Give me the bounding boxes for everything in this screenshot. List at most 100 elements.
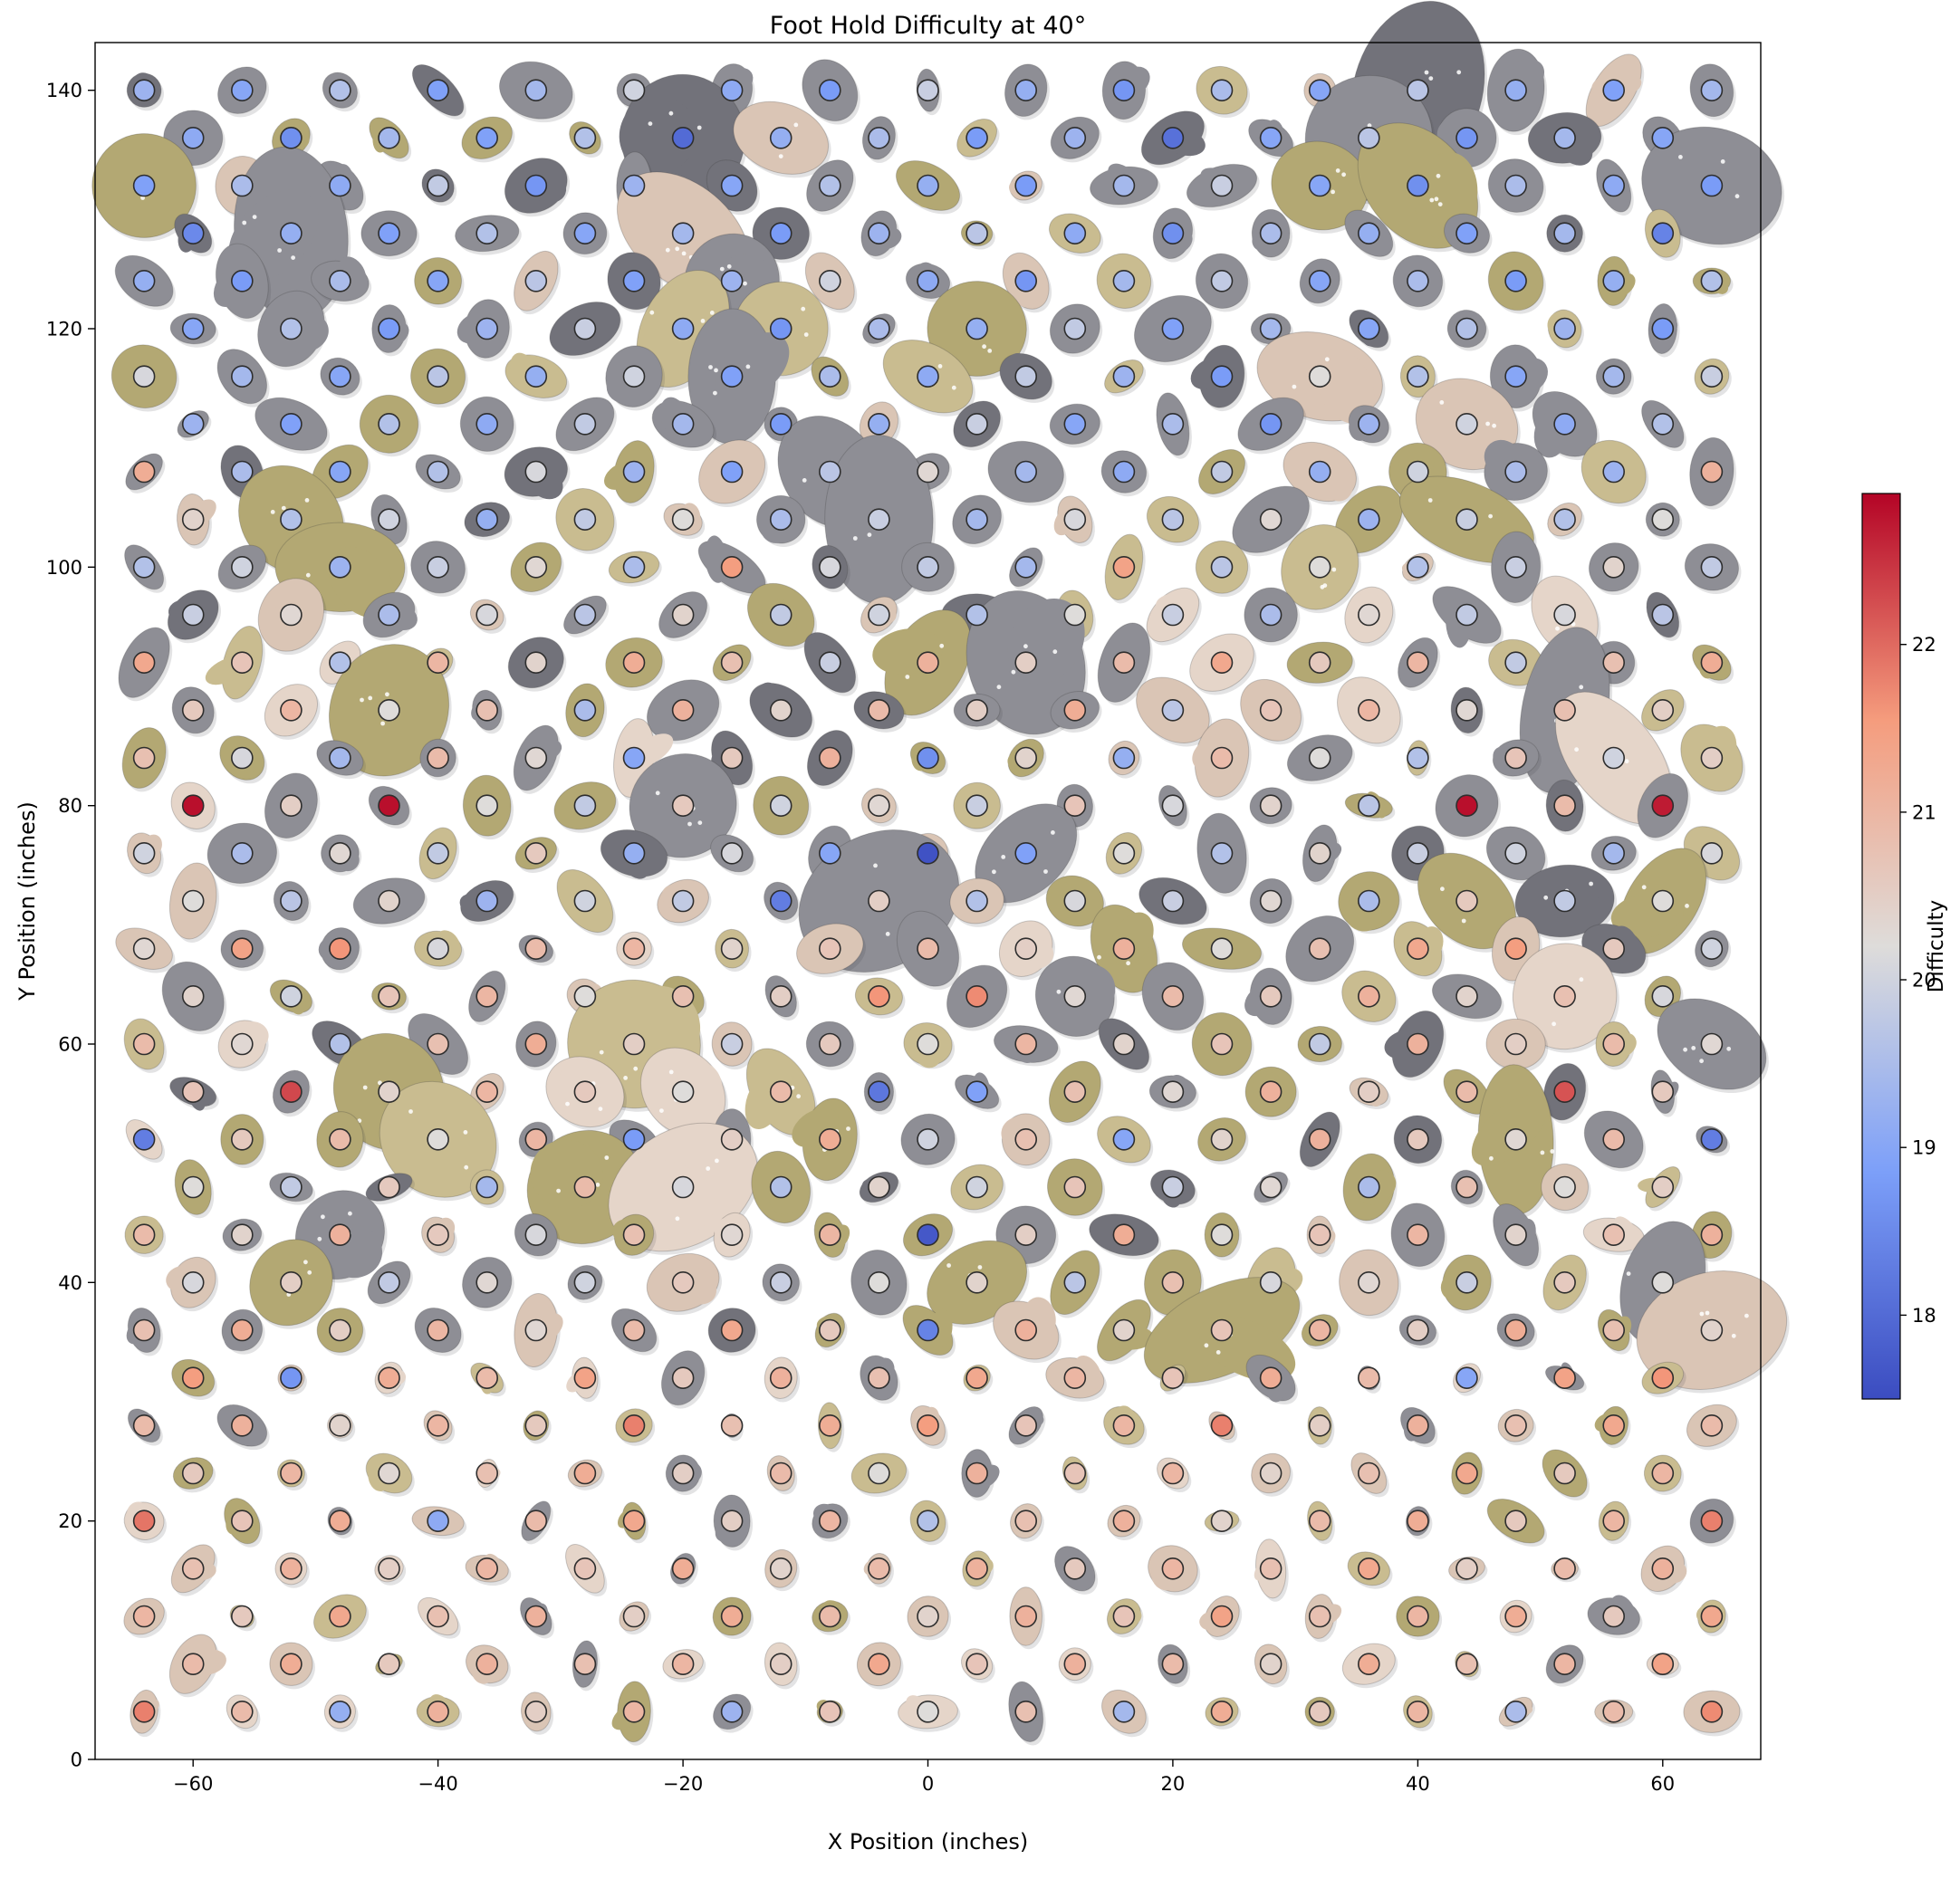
scatter-point — [1504, 460, 1527, 484]
scatter-point — [132, 1032, 156, 1056]
scatter-point — [1456, 222, 1478, 245]
scatter-point — [329, 746, 351, 770]
scatter-point — [1112, 937, 1136, 960]
scatter-point — [1700, 555, 1724, 579]
scatter-point — [132, 1605, 156, 1628]
hold-speck — [464, 1164, 469, 1170]
hold-speck — [1335, 168, 1340, 173]
scatter-point — [230, 746, 254, 770]
scatter-point — [1407, 1701, 1429, 1723]
hold-speck — [1683, 1047, 1687, 1052]
scatter-point — [1014, 269, 1037, 292]
scatter-point — [573, 317, 597, 340]
scatter-point — [427, 841, 449, 865]
hold-speck — [1678, 155, 1683, 159]
hold-speck — [697, 820, 703, 825]
scatter-point — [1358, 317, 1380, 340]
scatter-point — [1308, 1128, 1331, 1151]
scatter-point — [1602, 1128, 1625, 1151]
scatter-point — [769, 985, 793, 1008]
scatter-point — [1700, 1032, 1724, 1056]
scatter-point — [1210, 1128, 1234, 1151]
hold-speck — [362, 1085, 368, 1090]
scatter-point — [1651, 1175, 1675, 1199]
scatter-point — [1161, 222, 1185, 245]
hold-speck — [745, 364, 751, 369]
scatter-point — [1358, 985, 1380, 1008]
scatter-point — [818, 651, 841, 675]
scatter-point — [573, 127, 597, 149]
scatter-point — [966, 222, 988, 245]
scatter-point — [1700, 1318, 1724, 1342]
scatter-point — [573, 603, 597, 627]
hold-speck — [1043, 869, 1048, 874]
scatter-point — [280, 889, 303, 913]
scatter-point — [378, 1653, 400, 1675]
scatter-point — [1161, 698, 1185, 722]
scatter-point — [280, 985, 303, 1008]
scatter-point — [622, 1128, 646, 1151]
holds-layer — [91, 0, 1790, 1746]
scatter-point — [769, 508, 793, 532]
hold-speck — [1437, 202, 1443, 207]
hold-speck — [360, 697, 364, 703]
scatter-point — [1456, 127, 1478, 149]
scatter-point — [1259, 698, 1283, 722]
scatter-point — [917, 1032, 939, 1056]
scatter-point — [476, 1366, 499, 1389]
scatter-point — [378, 1175, 400, 1199]
scatter-point — [573, 1175, 597, 1199]
scatter-point — [1651, 412, 1675, 436]
scatter-point — [280, 1366, 303, 1389]
scatter-point — [917, 1414, 939, 1437]
colorbar-tick-label: 21 — [1912, 801, 1936, 823]
hold-speck — [1744, 1313, 1749, 1318]
hold-speck — [380, 721, 385, 726]
scatter-point — [720, 1318, 744, 1342]
scatter-point — [1161, 1271, 1185, 1294]
scatter-point — [1063, 1653, 1087, 1675]
scatter-point — [1407, 1223, 1429, 1246]
scatter-point — [1602, 746, 1625, 770]
hold-lobe — [1517, 962, 1584, 1027]
hold-speck — [1685, 904, 1689, 908]
scatter-point — [966, 1557, 988, 1580]
hold-speck — [1428, 76, 1434, 81]
scatter-point — [378, 1271, 400, 1294]
scatter-point — [1014, 1414, 1037, 1437]
scatter-point — [1553, 1271, 1576, 1294]
scatter-point — [917, 460, 939, 484]
hold-speck — [140, 196, 146, 200]
scatter-point — [1504, 1128, 1527, 1151]
scatter-point — [818, 460, 841, 484]
scatter-point — [181, 1175, 205, 1199]
scatter-point — [1456, 794, 1478, 818]
hold-speck — [1204, 1343, 1209, 1348]
scatter-point — [132, 746, 156, 770]
scatter-point — [230, 460, 254, 484]
scatter-point — [573, 889, 597, 913]
scatter-point — [1308, 1414, 1331, 1437]
scatter-point — [329, 937, 351, 960]
scatter-point — [868, 603, 890, 627]
scatter-point — [1504, 269, 1527, 292]
hold-speck — [1488, 513, 1493, 519]
scatter-point — [818, 1414, 841, 1437]
scatter-point — [573, 1271, 597, 1294]
scatter-point — [818, 1128, 841, 1151]
scatter-point — [1063, 1175, 1087, 1199]
scatter-point — [1210, 746, 1234, 770]
scatter-point — [917, 746, 939, 770]
scatter-point — [818, 1605, 841, 1628]
scatter-point — [1602, 937, 1625, 960]
scatter-point — [1504, 79, 1527, 101]
hold-speck — [307, 1270, 312, 1275]
y-tick-label: 60 — [58, 1034, 82, 1056]
hold-speck — [321, 1214, 325, 1220]
hold-speck — [803, 332, 809, 337]
scatter-point — [818, 1701, 841, 1723]
hold-speck — [1543, 895, 1549, 900]
scatter-point — [1259, 889, 1283, 913]
scatter-point — [329, 1509, 351, 1532]
hold-lobe — [1613, 1216, 1640, 1251]
